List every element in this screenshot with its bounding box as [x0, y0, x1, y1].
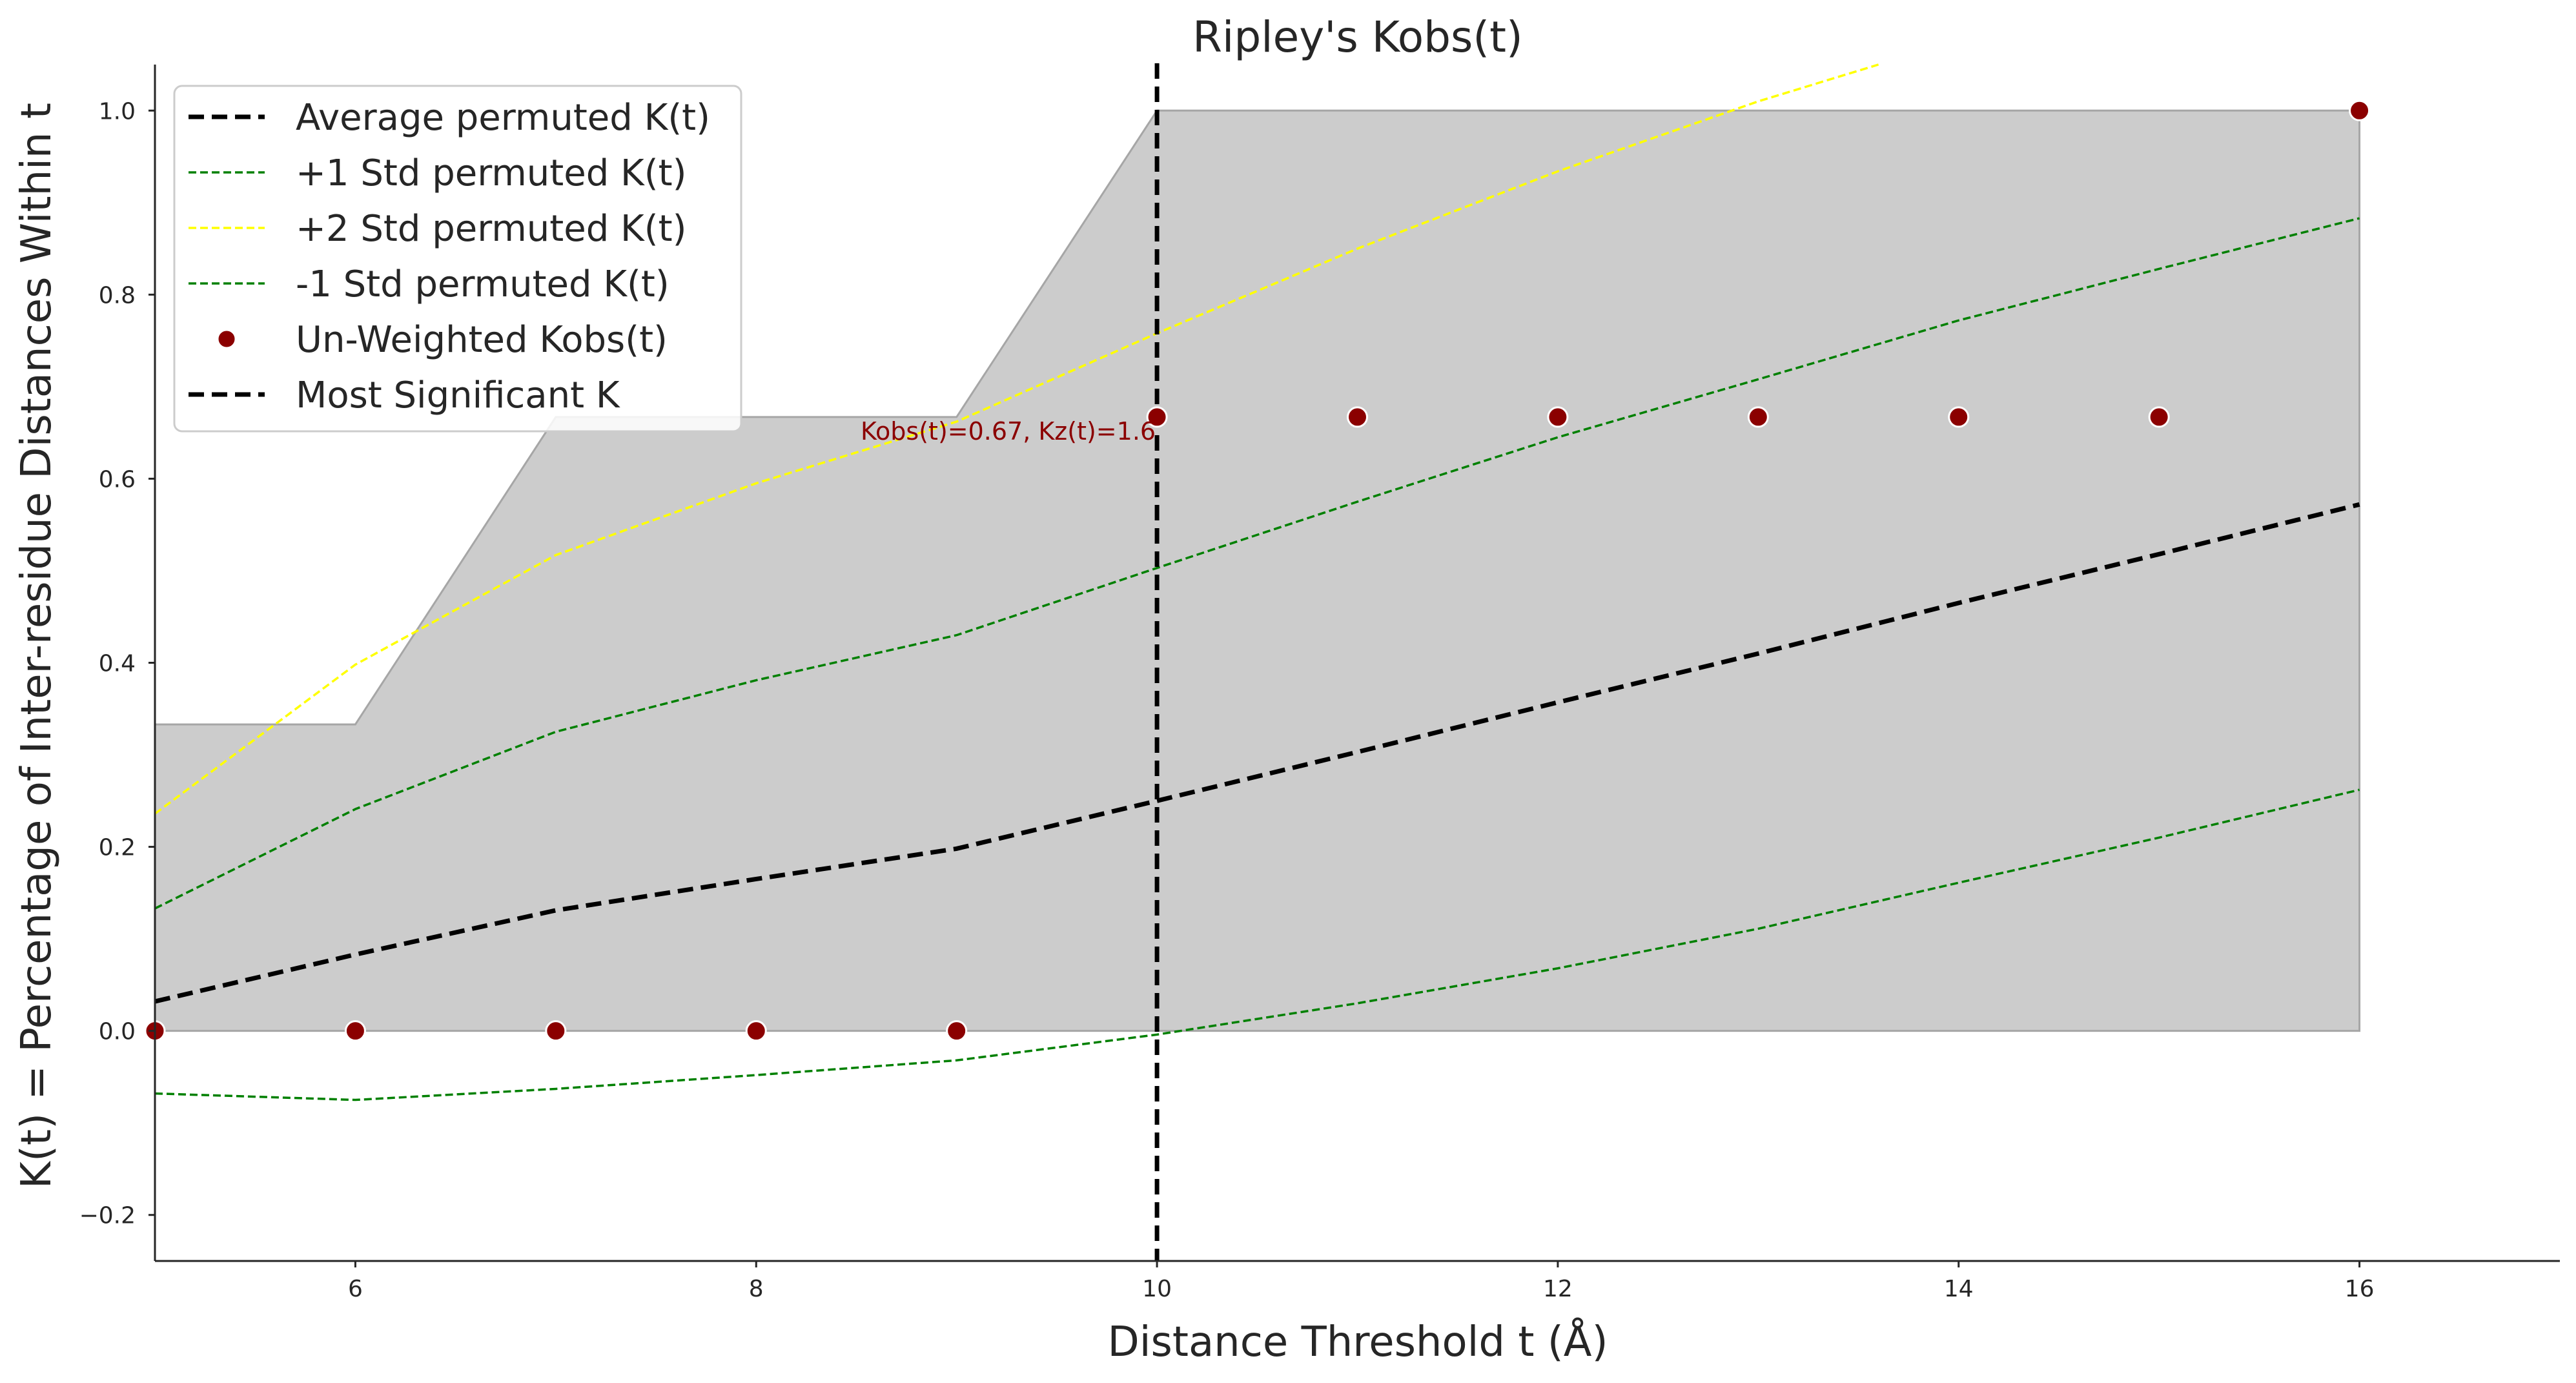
legend-label: Average permuted K(t) [296, 97, 710, 139]
x-tick-label: 16 [2345, 1276, 2375, 1302]
y-tick-label: −0.2 [79, 1203, 136, 1229]
series-lines [154, 63, 2360, 1101]
legend-label: +1 Std permuted K(t) [296, 152, 686, 194]
legend-marker [216, 329, 237, 349]
kobs-point [1948, 406, 1970, 428]
kobs-points [144, 99, 2371, 1042]
x-tick-label: 8 [749, 1276, 764, 1302]
y-tick-label: 0.6 [99, 466, 136, 493]
kobs-point [1747, 406, 1769, 428]
y-tick-label: 0.8 [99, 282, 136, 309]
legend-label: -1 Std permuted K(t) [296, 263, 670, 305]
kobs-point [344, 1020, 366, 1042]
legend: Average permuted K(t) +1 Std permuted K(t… [173, 85, 742, 433]
legend-label: Un-Weighted Kobs(t) [296, 319, 668, 361]
kobs-point [1547, 406, 1569, 428]
kobs-point [545, 1020, 567, 1042]
kobs-point [745, 1020, 767, 1042]
x-tick-label: 14 [1944, 1276, 1974, 1302]
kobs-point [1347, 406, 1368, 428]
kobs-point [1146, 406, 1168, 428]
kobs-point [946, 1020, 968, 1042]
y-tick-label: 0.2 [99, 835, 136, 861]
series-line-3 [154, 788, 2360, 1101]
x-tick-label: 10 [1142, 1276, 1172, 1302]
kobs-point [2349, 99, 2371, 121]
annotations: Kobs(t)=0.67, Kz(t)=1.6 [861, 417, 1156, 446]
series-line-1 [154, 217, 2360, 910]
legend-label: Most Significant K [296, 374, 620, 416]
legend-frame [173, 85, 742, 433]
y-tick-label: 1.0 [99, 98, 136, 125]
y-tick-label: 0.0 [99, 1019, 136, 1045]
kobs-point [2148, 406, 2170, 428]
series-line-2 [154, 63, 1879, 815]
series-line-0 [154, 502, 2360, 1004]
y-ticks: −0.2 0.0 0.2 0.4 0.6 0.8 1.0 [79, 98, 155, 1229]
y-axis-title: K(t) = Percentage of Inter-residue Dista… [13, 103, 61, 1189]
x-tick-label: 12 [1543, 1276, 1573, 1302]
x-ticks: 6 8 10 12 14 16 [348, 1261, 2375, 1302]
x-tick-label: 6 [348, 1276, 363, 1302]
chart-title: Ripley's Kobs(t) [1192, 12, 1523, 62]
x-axis-title: Distance Threshold t (Å) [1107, 1317, 1608, 1366]
legend-label: +2 Std permuted K(t) [296, 208, 686, 250]
y-tick-label: 0.4 [99, 651, 136, 677]
annotation-label: Kobs(t)=0.67, Kz(t)=1.6 [861, 417, 1156, 446]
